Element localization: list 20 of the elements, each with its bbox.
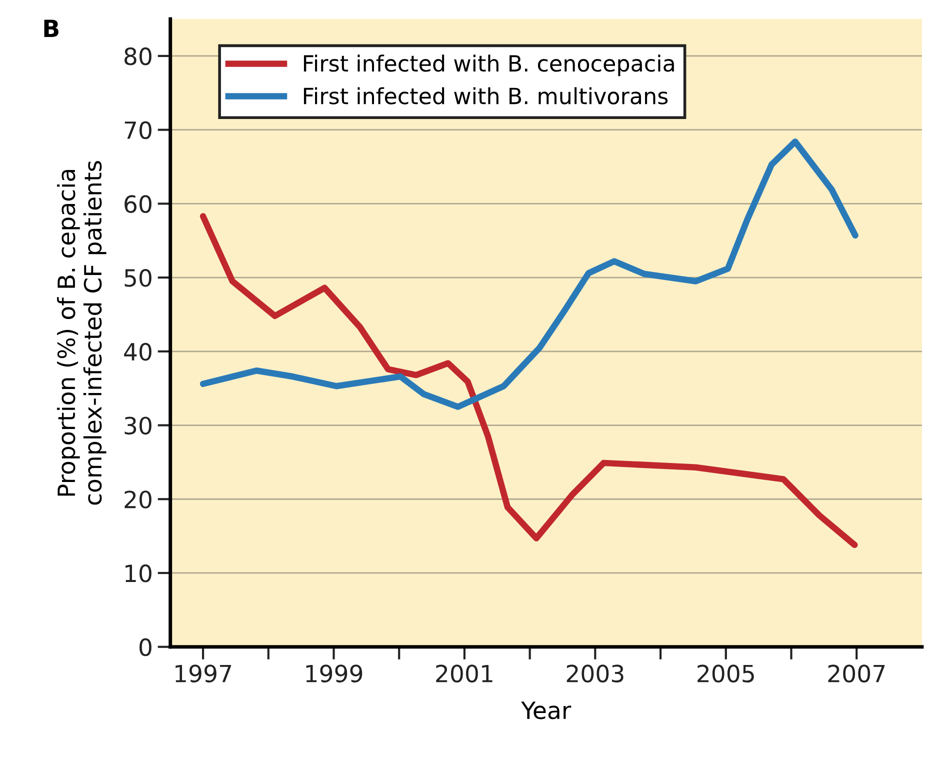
- x-tick-label: 2001: [436, 664, 492, 682]
- y-tick-label: 50: [124, 268, 152, 287]
- x-axis-title: Year: [521, 702, 572, 720]
- y-tick-label: 60: [124, 195, 152, 213]
- chart-title: B: [44, 20, 58, 37]
- legend-label: First infected with B. multivorans: [304, 87, 668, 104]
- y-tick-label: 20: [124, 490, 152, 508]
- x-tick-label: 1997: [176, 664, 232, 682]
- y-tick-label: 70: [124, 121, 152, 140]
- x-tick-label: 2007: [828, 664, 885, 682]
- x-tick-label: 2005: [698, 664, 754, 682]
- x-tick-label: 1999: [306, 664, 362, 682]
- y-tick-label: 10: [126, 564, 152, 582]
- y-tick-label: 30: [124, 416, 152, 435]
- y-tick-label: 40: [124, 342, 152, 361]
- y-tick-label: 0: [140, 638, 152, 656]
- legend-label: First infected with B. cenocepacia: [304, 54, 674, 76]
- y-axis-title: Proportion (%) of B. cepacia complex-infected CF patients: [56, 161, 106, 505]
- x-tick-label: 2003: [566, 664, 624, 682]
- y-tick-label: 80: [124, 47, 152, 66]
